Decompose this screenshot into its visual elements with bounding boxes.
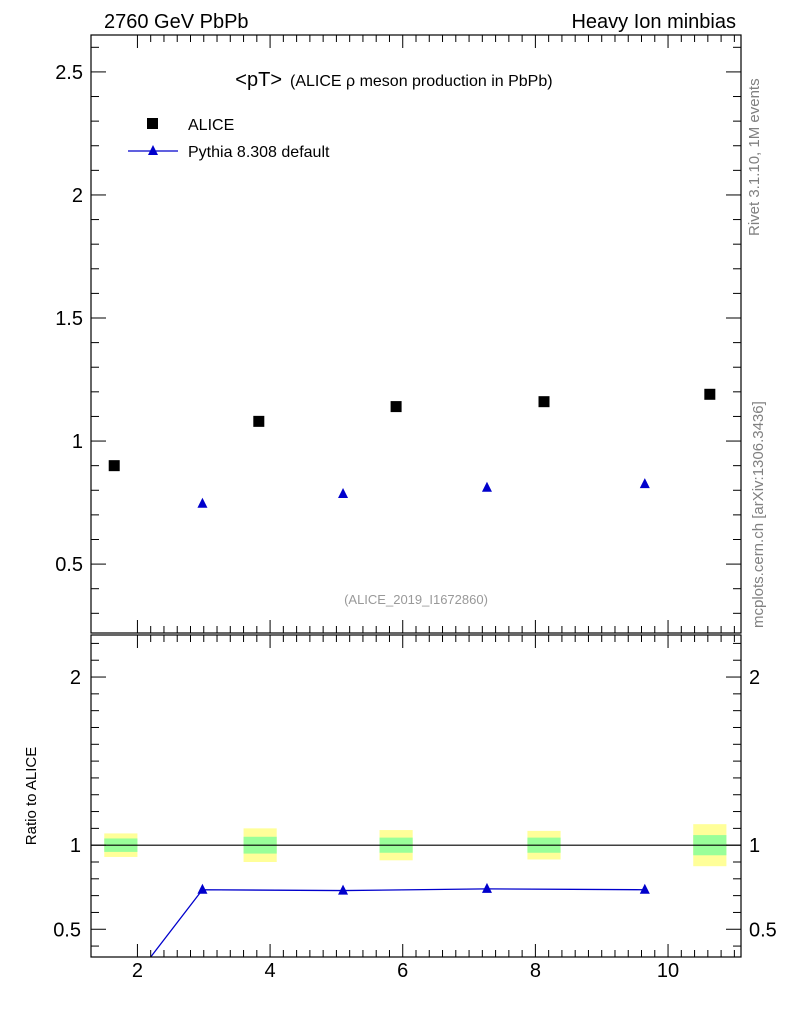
ratio-xtick-label: 8 xyxy=(530,960,541,982)
main-ytick-label: 1 xyxy=(72,431,83,453)
main-ytick-label: 0.5 xyxy=(55,554,83,576)
header-right: Heavy Ion minbias xyxy=(571,11,736,33)
alice-data-point xyxy=(704,388,716,400)
ratio-xtick-label: 10 xyxy=(657,960,679,982)
analysis-watermark: (ALICE_2019_I1672860) xyxy=(344,592,488,607)
main-ytick-label: 2 xyxy=(72,185,83,207)
legend-marker-pythia xyxy=(148,145,158,155)
ratio-ylabel: Ratio to ALICE xyxy=(23,747,40,845)
plot-title-main: <pT> xyxy=(235,69,282,91)
pythia-ratio-point xyxy=(197,883,208,894)
alice-data-point xyxy=(108,460,120,472)
pythia-ratio-line xyxy=(150,888,645,958)
pythia-data-point xyxy=(481,481,492,492)
ratio-xtick-label: 2 xyxy=(132,960,143,982)
pythia-ratio-point xyxy=(481,882,492,893)
pythia-ratio-point xyxy=(338,884,349,895)
legend-marker-alice xyxy=(147,118,158,129)
pythia-data-point xyxy=(197,497,208,508)
ratio-ytick-label-right: 1 xyxy=(749,835,760,857)
ratio-ytick-label-left: 2 xyxy=(70,667,81,689)
alice-data-point xyxy=(390,401,402,413)
alice-data-point xyxy=(538,396,550,408)
ratio-xtick-label: 4 xyxy=(265,960,276,982)
ratio-plot-panel: 0.5 0.5 1 1 2 2 2 4 6 8 10 Ratio to ALICE xyxy=(23,634,777,982)
alice-data-point xyxy=(253,415,265,427)
main-ytick-label: 2.5 xyxy=(55,62,83,84)
pythia-data-point xyxy=(338,487,349,498)
mcplots-label: mcplots.cern.ch [arXiv:1306.3436] xyxy=(750,401,767,628)
main-ytick-label: 1.5 xyxy=(55,308,83,330)
plot-title-sub: (ALICE ρ meson production in PbPb) xyxy=(290,73,553,90)
ratio-ytick-label-left: 1 xyxy=(70,835,81,857)
header-left: 2760 GeV PbPb xyxy=(104,11,249,33)
legend-label-alice: ALICE xyxy=(188,117,234,134)
ratio-xtick-label: 6 xyxy=(397,960,408,982)
rivet-label: Rivet 3.1.10, 1M events xyxy=(746,78,763,236)
ratio-ytick-label-left: 0.5 xyxy=(53,919,81,941)
legend: ALICE Pythia 8.308 default xyxy=(128,117,330,161)
pythia-ratio-point xyxy=(639,883,650,894)
legend-label-pythia: Pythia 8.308 default xyxy=(188,144,330,161)
main-plot-panel: <pT> (ALICE ρ meson production in PbPb) … xyxy=(55,34,742,634)
ratio-ytick-label-right: 0.5 xyxy=(749,919,777,941)
pythia-data-point xyxy=(639,478,650,489)
ratio-ytick-label-right: 2 xyxy=(749,667,760,689)
